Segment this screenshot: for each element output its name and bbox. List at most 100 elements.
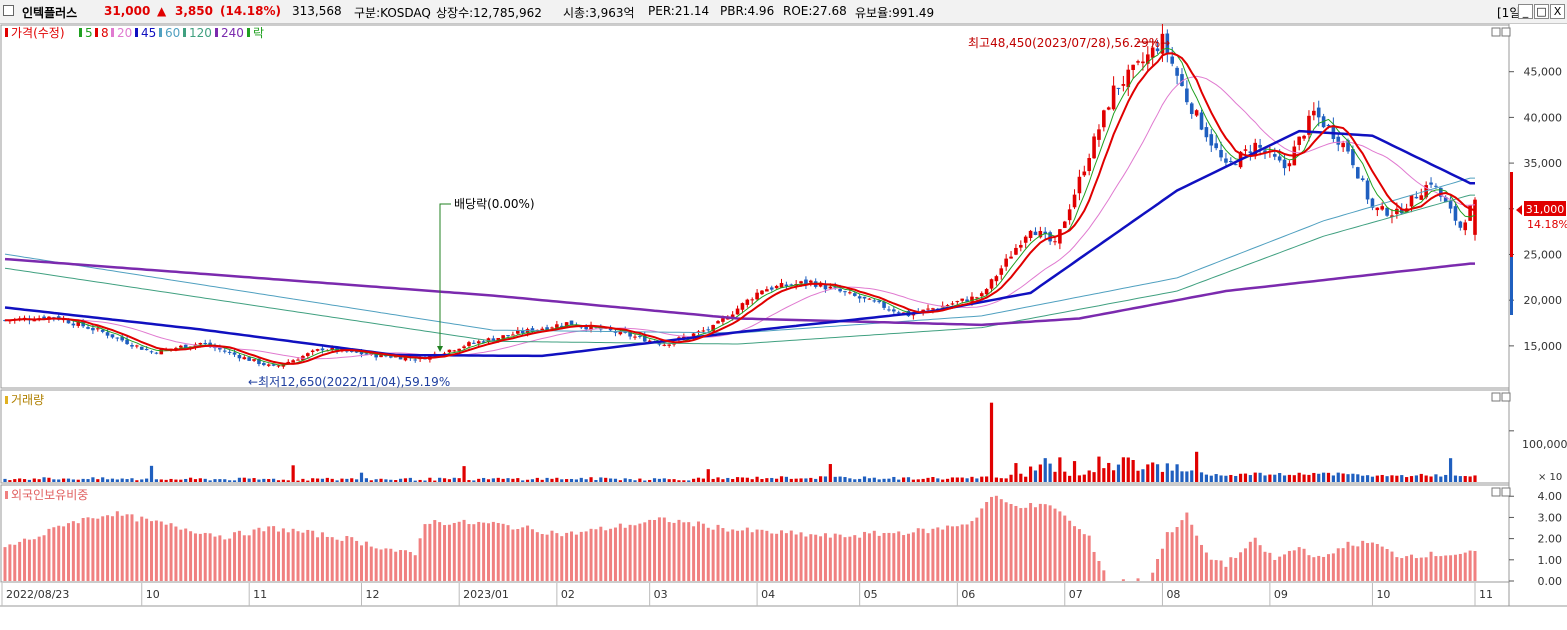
- candle: [222, 350, 227, 352]
- foreign-bar: [804, 536, 808, 581]
- candle: [975, 297, 979, 299]
- foreign-bar: [1263, 551, 1267, 581]
- candle: [706, 329, 711, 331]
- foreign-bar: [628, 524, 632, 581]
- volume-bar: [613, 478, 618, 482]
- dividend-marker: [439, 203, 451, 350]
- foreign-bar: [76, 523, 80, 581]
- foreign-bar: [423, 524, 427, 581]
- volume-bar: [1409, 476, 1414, 482]
- foreign-bar: [853, 535, 857, 581]
- foreign-bar: [482, 522, 486, 581]
- foreign-bar: [970, 521, 974, 581]
- volume-bar: [1322, 472, 1326, 482]
- foreign-panel-controls[interactable]: [1491, 487, 1511, 497]
- foreign-bar: [154, 520, 158, 581]
- volume-bar: [755, 476, 759, 482]
- volume-bar: [1107, 462, 1111, 482]
- candle: [633, 336, 637, 338]
- foreign-bar: [1292, 550, 1296, 581]
- volume-bar: [1278, 473, 1282, 482]
- volume-bar: [379, 478, 383, 482]
- candle: [71, 323, 76, 326]
- volume-bar: [315, 478, 320, 482]
- candle: [511, 334, 515, 336]
- volume-panel[interactable]: [0, 389, 1510, 484]
- volume-bar: [506, 478, 510, 482]
- foreign-bar: [1444, 555, 1448, 581]
- volume-bar: [1253, 472, 1257, 482]
- foreign-bar: [736, 530, 740, 581]
- volume-bar: [1375, 475, 1379, 482]
- volume-bar: [970, 476, 974, 482]
- candle: [760, 290, 764, 295]
- foreign-bar: [320, 532, 324, 581]
- volume-bar: [916, 479, 920, 482]
- price-tick-label: 40,000: [1524, 111, 1563, 124]
- volume-bar: [159, 479, 163, 482]
- x-tick-label: 02: [561, 588, 575, 601]
- foreign-bar: [438, 522, 442, 581]
- foreign-bar: [1214, 560, 1218, 581]
- price-change-pct: (14.18%): [220, 4, 281, 18]
- foreign-bar: [687, 522, 691, 581]
- foreign-bar: [540, 534, 544, 581]
- candle: [774, 285, 779, 289]
- foreign-bar: [281, 528, 285, 581]
- float-ratio: 유보율:991.49: [855, 6, 935, 20]
- candle: [769, 287, 774, 290]
- candle: [945, 305, 950, 307]
- candle: [159, 349, 164, 355]
- candle: [1165, 33, 1170, 54]
- foreign-bar: [13, 544, 17, 581]
- stock-chart[interactable]: 가격(수정) 5 8 20 45 60 120 240 락 거래량 외국인보유비중 45,000…: [0, 24, 1567, 630]
- candle: [887, 309, 891, 311]
- volume-bar: [950, 477, 955, 482]
- price-panel-controls[interactable]: [1491, 27, 1511, 37]
- volume-bar: [1028, 466, 1033, 482]
- foreign-bar: [1004, 502, 1008, 581]
- foreign-bar: [1287, 550, 1291, 581]
- minimize-button[interactable]: _: [1518, 4, 1533, 19]
- volume-bar: [662, 478, 666, 482]
- foreign-bar: [1229, 557, 1233, 581]
- candle: [1326, 124, 1331, 127]
- candle: [115, 337, 120, 339]
- foreign-bar: [1336, 548, 1340, 581]
- candle: [1409, 194, 1414, 207]
- foreign-bar: [1224, 566, 1228, 581]
- foreign-bar: [1322, 556, 1326, 581]
- legend-swatch: [183, 28, 186, 37]
- volume-panel-controls[interactable]: [1491, 392, 1511, 402]
- foreign-panel[interactable]: [0, 484, 1510, 583]
- candle: [667, 344, 671, 346]
- candle: [550, 327, 554, 329]
- legend-item: 120: [189, 26, 212, 40]
- foreign-bar: [1200, 544, 1204, 581]
- volume-bar: [623, 478, 627, 482]
- candle: [1434, 185, 1438, 187]
- candle: [359, 351, 364, 355]
- candle: [921, 309, 925, 312]
- select-checkbox[interactable]: [3, 5, 14, 16]
- volume-bar: [1292, 475, 1296, 482]
- candle: [1233, 164, 1238, 166]
- price-range-bar-down: [1510, 257, 1513, 315]
- maximize-button[interactable]: □: [1534, 4, 1549, 19]
- foreign-bar: [1038, 503, 1042, 581]
- foreign-bar: [1385, 548, 1389, 581]
- foreign-bar: [252, 529, 256, 581]
- foreign-bar: [667, 522, 671, 581]
- volume-bar: [1380, 474, 1384, 482]
- foreign-bar: [609, 528, 613, 581]
- foreign-bar: [1253, 537, 1257, 581]
- volume-bar: [1361, 475, 1365, 482]
- volume-bar: [1468, 476, 1472, 482]
- volume-bar: [1160, 471, 1165, 482]
- close-button[interactable]: X: [1550, 4, 1565, 19]
- candle: [701, 330, 706, 332]
- candle: [789, 284, 794, 286]
- volume-bar: [545, 477, 549, 482]
- volume-bar: [115, 479, 119, 482]
- stock-name[interactable]: 인텍플러스: [22, 6, 78, 20]
